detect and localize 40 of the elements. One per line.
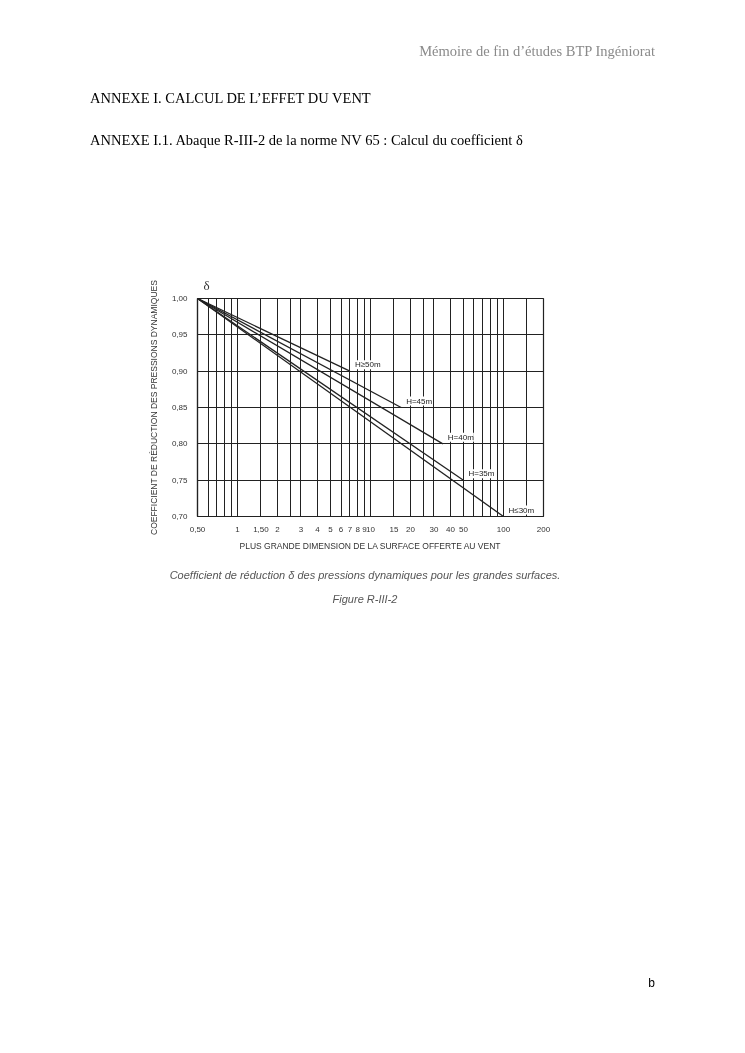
- x-tick-label: 4: [315, 524, 321, 534]
- x-tick-label: 30: [429, 524, 439, 534]
- y-tick-label: 0,85: [171, 403, 189, 412]
- x-axis-title: PLUS GRANDE DIMENSION DE LA SURFACE OFFERTE AU VENT: [239, 540, 501, 551]
- x-tick-label: 200: [536, 524, 551, 534]
- chart-title: ANNEXE I. CALCUL DE L’EFFET DU VENT: [90, 89, 371, 108]
- series-label: H≤30m: [508, 505, 535, 515]
- series-label: H≥50m: [354, 360, 381, 370]
- text: Mémoire de fin d’études BTP Ingéniorat: [419, 42, 655, 61]
- x-tick-label: 1: [235, 524, 241, 534]
- x-tick-label: 1,50: [253, 524, 270, 534]
- series-label: H=35m: [468, 469, 495, 479]
- x-tick-label: 7: [347, 524, 353, 534]
- x-tick-label: 0,50: [189, 524, 206, 534]
- text: b: [648, 975, 655, 992]
- text: δ: [203, 277, 210, 293]
- text: Figure R-III-2: [332, 592, 398, 607]
- y-tick-label: 0,75: [171, 475, 189, 485]
- text: Coefficient de réduction δ des pressions dynamiques pour les grandes surfaces.: [169, 568, 561, 583]
- x-tick-label: 100: [496, 524, 511, 534]
- series-label: H=45m: [406, 396, 433, 406]
- x-tick-label: 2: [275, 524, 281, 534]
- y-axis-title: COEFFICIENT DE RÉDUCTION DES PRESSIONS DYNAMIQUES: [148, 279, 159, 536]
- x-tick-label: 15: [389, 524, 399, 534]
- y-tick-label: 1,00: [171, 294, 189, 303]
- series-label: H=40m: [447, 432, 475, 442]
- x-tick-label: 5: [328, 524, 334, 534]
- x-tick-label: 50: [458, 524, 469, 534]
- x-tick-label: 3: [298, 524, 304, 534]
- x-tick-label: 6: [338, 524, 344, 534]
- y-tick-label: 0,95: [171, 330, 189, 340]
- y-tick-label: 0,80: [171, 439, 189, 449]
- y-tick-label: 0,90: [171, 366, 189, 376]
- chart-subtitle: ANNEXE I.1. Abaque R-III-2 de la norme NV 65 : Calcul du coefficient δ: [90, 131, 523, 150]
- x-tick-label: 40: [446, 524, 456, 534]
- x-tick-label: 9: [362, 524, 368, 534]
- x-tick-label: 10: [366, 524, 376, 534]
- x-tick-label: 8: [355, 524, 361, 534]
- x-tick-label: 20: [406, 524, 416, 534]
- y-tick-label: 0,70: [171, 512, 189, 521]
